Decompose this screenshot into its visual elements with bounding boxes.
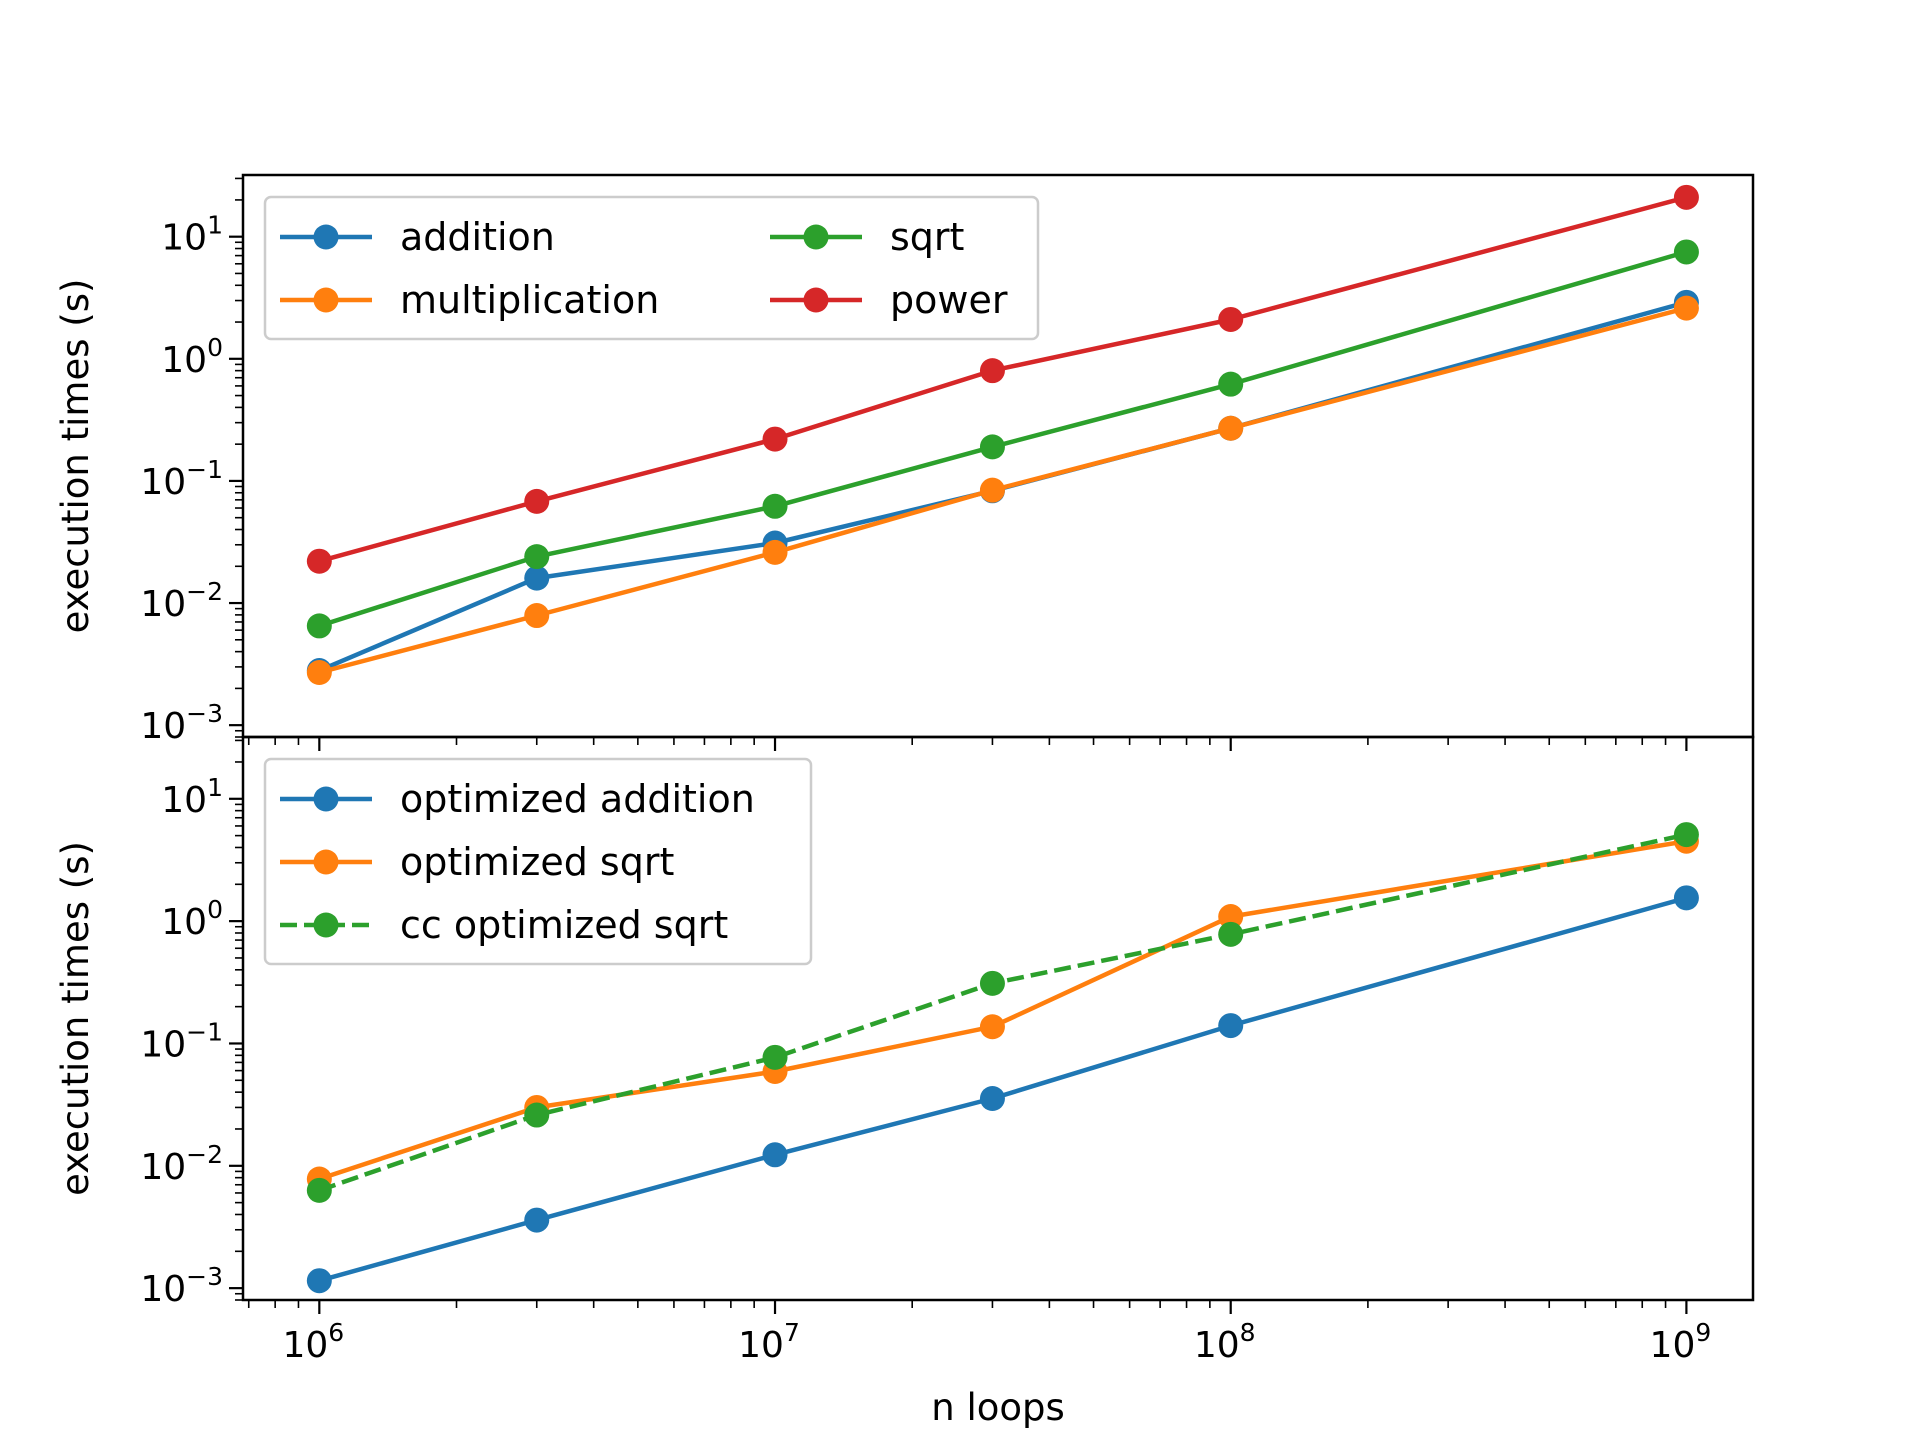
data-point [1218, 904, 1244, 930]
data-point [1673, 239, 1699, 265]
x-axis-ticks [247, 1300, 1688, 1314]
series-line-1 [318, 838, 1687, 1182]
x-tick-label: 106 [282, 1318, 344, 1366]
panel-2: 10−3 10−2 10−1 100 101 execution times (s) opt… [54, 735, 1755, 1314]
y-tick-label: 101 [161, 211, 223, 259]
data-point [979, 1014, 1005, 1040]
data-point [979, 970, 1005, 996]
legend-swatch-marker [313, 224, 339, 250]
x-axis: 106 107 108 109 n loops [282, 1318, 1711, 1429]
data-point [524, 488, 550, 514]
data-point [524, 1102, 550, 1128]
legend-label: addition [400, 215, 555, 259]
legend-box [263, 195, 1040, 341]
legend: addition multiplication sqrt power [263, 195, 1040, 341]
y-tick-label: 10−3 [140, 1262, 223, 1310]
y-tick-label: 10−3 [140, 699, 223, 747]
data-point [306, 659, 332, 685]
series-line-3 [318, 195, 1687, 564]
data-point [762, 1142, 788, 1168]
data-point [1673, 184, 1699, 210]
data-point [979, 477, 1005, 503]
y-axis: 10−3 10−2 10−1 100 101 [140, 177, 243, 747]
data-point [762, 493, 788, 519]
data-point [762, 426, 788, 452]
y-tick-label: 101 [161, 773, 223, 821]
legend-label: multiplication [400, 278, 659, 322]
legend-swatch-marker [803, 224, 829, 250]
y-tick-label: 100 [161, 333, 223, 381]
data-point [1673, 885, 1699, 911]
data-point [762, 1044, 788, 1070]
x-axis-ticks [247, 737, 1688, 751]
data-point [1673, 822, 1699, 848]
data-point [524, 565, 550, 591]
panel-1: 10−3 10−2 10−1 100 101 execution times (s) add… [54, 173, 1755, 751]
legend-box [263, 757, 813, 966]
data-point [1218, 306, 1244, 332]
series-group [306, 822, 1699, 1294]
data-point [524, 603, 550, 629]
legend-label: cc optimized sqrt [400, 903, 728, 947]
data-point [1218, 921, 1244, 947]
legend-label: power [890, 278, 1008, 322]
data-point [524, 544, 550, 570]
y-axis-label: execution times (s) [54, 279, 97, 634]
data-point [979, 1085, 1005, 1111]
y-tick-label: 100 [161, 895, 223, 943]
series-line-2 [318, 249, 1688, 629]
legend-swatch-marker [803, 287, 829, 313]
x-axis-label: n loops [931, 1386, 1065, 1429]
legend: optimized addition optimized sqrt cc optim… [263, 757, 813, 966]
y-tick-label: 10−2 [140, 1140, 223, 1188]
data-point [524, 1207, 550, 1233]
legend-label: optimized addition [400, 777, 755, 821]
legend-swatch-marker [313, 912, 339, 938]
y-axis-label: execution times (s) [54, 841, 97, 1196]
data-point [979, 358, 1005, 384]
axes-frame [241, 735, 1755, 1302]
data-point [1218, 1013, 1244, 1039]
series-line-1 [318, 305, 1687, 675]
data-point [979, 434, 1005, 460]
y-axis: 10−3 10−2 10−1 100 101 [140, 739, 243, 1310]
data-point [306, 613, 332, 639]
y-tick-label: 10−1 [140, 455, 223, 503]
data-point [306, 1268, 332, 1294]
y-tick-label: 10−2 [140, 577, 223, 625]
series-group [306, 184, 1699, 685]
data-point [1673, 295, 1699, 321]
data-point [1218, 415, 1244, 441]
legend-label: sqrt [890, 215, 964, 259]
legend-swatch-marker [313, 287, 339, 313]
y-tick-label: 10−1 [140, 1017, 223, 1065]
x-tick-label: 107 [738, 1318, 800, 1366]
legend-swatch-marker [313, 786, 339, 812]
legend-swatch-marker [313, 849, 339, 875]
data-point [306, 1177, 332, 1203]
legend-label: optimized sqrt [400, 840, 674, 884]
series-line-2 [318, 832, 1687, 1193]
series-line-0 [318, 895, 1688, 1283]
x-tick-label: 109 [1650, 1318, 1712, 1366]
data-point [306, 548, 332, 574]
x-tick-label: 108 [1194, 1318, 1256, 1366]
data-point [1218, 371, 1244, 397]
data-point [762, 539, 788, 565]
